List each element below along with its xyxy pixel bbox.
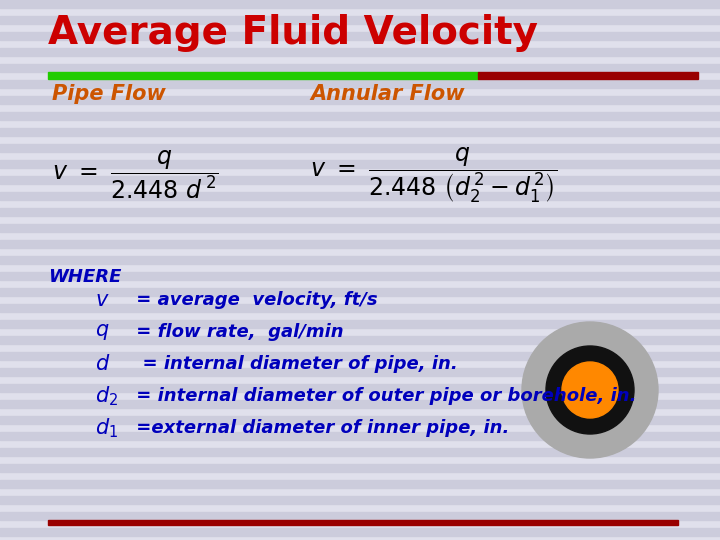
Bar bbox=[0, 96, 720, 104]
Bar bbox=[0, 128, 720, 136]
Text: Annular Flow: Annular Flow bbox=[310, 84, 464, 104]
Bar bbox=[0, 336, 720, 344]
Bar bbox=[0, 528, 720, 536]
Bar bbox=[0, 48, 720, 56]
Text: = flow rate,  gal/min: = flow rate, gal/min bbox=[130, 323, 343, 341]
Bar bbox=[0, 432, 720, 440]
Bar bbox=[0, 320, 720, 328]
Bar bbox=[0, 384, 720, 392]
Text: $v\ =\ \dfrac{q}{2.448\ d^{\,2}}$: $v\ =\ \dfrac{q}{2.448\ d^{\,2}}$ bbox=[52, 148, 218, 201]
Bar bbox=[0, 176, 720, 184]
Text: $d_{1}$: $d_{1}$ bbox=[95, 416, 118, 440]
Bar bbox=[48, 72, 478, 79]
Text: =external diameter of inner pipe, in.: =external diameter of inner pipe, in. bbox=[130, 419, 509, 437]
Text: Average Fluid Velocity: Average Fluid Velocity bbox=[48, 14, 538, 52]
Bar bbox=[0, 224, 720, 232]
Text: $d_{2}$: $d_{2}$ bbox=[95, 384, 118, 408]
Bar bbox=[0, 400, 720, 408]
Bar bbox=[0, 512, 720, 520]
Bar bbox=[0, 64, 720, 72]
Bar bbox=[0, 368, 720, 376]
Text: = average  velocity, ft/s: = average velocity, ft/s bbox=[130, 291, 377, 309]
Bar bbox=[0, 352, 720, 360]
Bar bbox=[0, 0, 720, 8]
Bar bbox=[0, 192, 720, 200]
Bar bbox=[0, 208, 720, 216]
Bar bbox=[0, 464, 720, 472]
Text: = internal diameter of pipe, in.: = internal diameter of pipe, in. bbox=[130, 355, 458, 373]
Bar bbox=[0, 480, 720, 488]
Bar bbox=[0, 80, 720, 88]
Bar bbox=[0, 288, 720, 296]
Bar bbox=[478, 72, 698, 79]
Bar bbox=[0, 304, 720, 312]
Bar bbox=[0, 496, 720, 504]
Circle shape bbox=[562, 362, 618, 418]
Bar bbox=[0, 160, 720, 168]
Bar bbox=[0, 448, 720, 456]
Bar bbox=[0, 240, 720, 248]
Bar bbox=[0, 112, 720, 120]
Bar bbox=[0, 16, 720, 24]
Circle shape bbox=[546, 346, 634, 434]
Circle shape bbox=[522, 322, 658, 458]
Bar bbox=[0, 256, 720, 264]
Text: $v\ =\ \dfrac{q}{2.448\ \left(d_2^{\,2} - d_1^{\,2}\right)}$: $v\ =\ \dfrac{q}{2.448\ \left(d_2^{\,2} … bbox=[310, 145, 558, 205]
Text: WHERE: WHERE bbox=[48, 268, 122, 286]
Text: Pipe Flow: Pipe Flow bbox=[52, 84, 166, 104]
Bar bbox=[0, 272, 720, 280]
Bar bbox=[0, 32, 720, 40]
Bar bbox=[0, 416, 720, 424]
Bar bbox=[0, 144, 720, 152]
Text: = internal diameter of outer pipe or borehole, in.: = internal diameter of outer pipe or bor… bbox=[130, 387, 636, 405]
Text: $v$: $v$ bbox=[95, 290, 109, 310]
Bar bbox=[48, 520, 678, 525]
Text: $d$: $d$ bbox=[95, 354, 110, 374]
Text: $q$: $q$ bbox=[95, 322, 109, 342]
